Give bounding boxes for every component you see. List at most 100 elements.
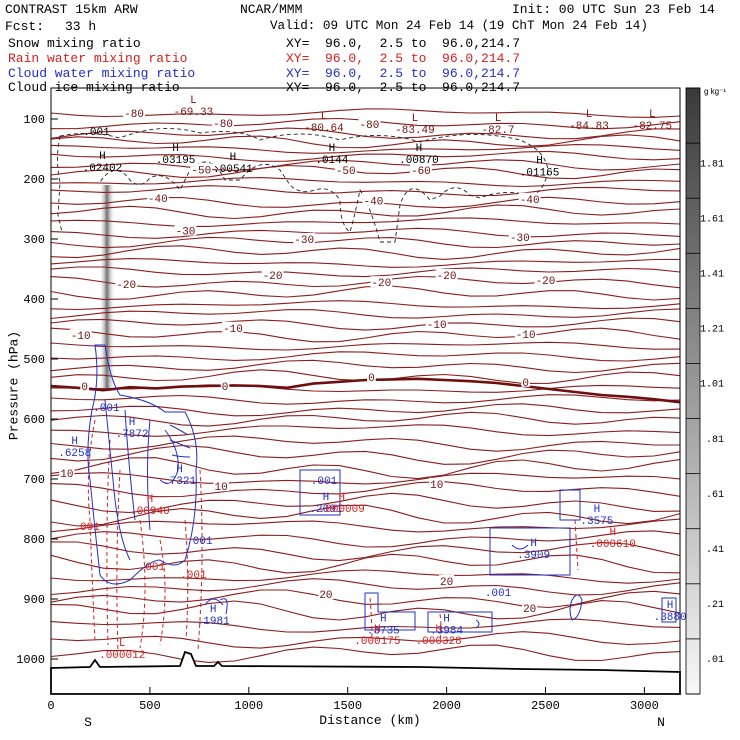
temperature-isotherm — [51, 217, 680, 227]
rain-water-contours — [87, 419, 579, 653]
colorbar-label: .01 — [706, 655, 724, 666]
cloud-water-contours — [87, 344, 677, 633]
high-marker: H — [172, 143, 179, 155]
temperature-isotherm — [51, 204, 680, 220]
temperature-label-bg — [367, 371, 376, 382]
temperature-isotherm — [51, 351, 680, 362]
extreme-value-label: .0144 — [315, 155, 348, 167]
extreme-value-label: -82.7 — [482, 125, 515, 137]
low-marker: L — [412, 113, 419, 125]
x-tick-label: 0 — [47, 699, 54, 713]
extreme-value-label: .3575 — [580, 516, 613, 528]
field-xy-cloud-water: XY= 96.0, 2.5 to 96.0,214.7 — [286, 66, 521, 81]
temperature-isotherm — [51, 144, 680, 154]
high-marker: H — [147, 494, 154, 506]
extreme-value-label: .3984 — [430, 625, 463, 637]
extreme-value-label: .6258 — [58, 448, 91, 460]
temperature-contour-label: -10 — [223, 324, 243, 336]
extreme-value-label: .7872 — [116, 429, 149, 441]
high-marker: H — [71, 436, 78, 448]
temperature-isotherm — [51, 164, 680, 180]
x-tick-label: 3000 — [630, 699, 659, 713]
colorbar-label: .81 — [706, 435, 724, 446]
colorbar-label: 1.01 — [700, 380, 724, 391]
temperature-label-bg — [438, 575, 455, 586]
high-marker: H — [380, 613, 387, 625]
x-tick-label: 2000 — [432, 699, 461, 713]
extreme-value-label: -83.49 — [395, 125, 435, 137]
temperature-label-bg — [213, 480, 229, 492]
contour-value-label: .001 — [186, 536, 213, 548]
contour-labels: -80 -80 -80 -60 -50 -50 -40 -40 -40 -30 -30 -30 -20 -… — [58, 95, 686, 662]
temperature-isotherm — [51, 227, 680, 239]
high-marker: H — [329, 143, 336, 155]
field-xy-rain: XY= 96.0, 2.5 to 96.0,214.7 — [286, 51, 521, 66]
temperature-isotherm — [51, 435, 680, 452]
temperature-label-bg — [222, 321, 244, 333]
y-tick-label: 300 — [23, 233, 45, 247]
high-marker: H — [210, 604, 217, 616]
temperature-isotherm — [51, 258, 680, 268]
temperature-contour-label: -40 — [148, 194, 168, 206]
temperature-contour-label: -20 — [371, 278, 391, 290]
extreme-value-label: -82.75 — [633, 121, 673, 133]
temperature-label-bg — [435, 269, 458, 280]
temperature-contour-label: 10 — [215, 482, 228, 494]
field-name-cloud-water: Cloud water mixing ratio — [8, 66, 196, 81]
x-tick-label: 1000 — [234, 699, 263, 713]
contour-value-label: .001 — [83, 127, 110, 139]
temperature-label-bg — [146, 192, 169, 204]
temperature-isotherm — [51, 300, 680, 311]
field-name-snow: Snow mixing ratio — [8, 36, 141, 51]
extreme-value-label: -69.33 — [174, 107, 214, 119]
temperature-label-bg — [59, 467, 75, 478]
temperature-contour-label: 0 — [368, 373, 375, 385]
colorbar-label: 1.81 — [700, 159, 724, 170]
temperature-contour-label: -60 — [411, 166, 431, 178]
y-tick-label: 200 — [23, 173, 45, 187]
temperature-isotherm — [51, 481, 680, 498]
temperature-isotherm — [51, 308, 680, 320]
x-tick-label: 2500 — [531, 699, 560, 713]
temperature-isotherm — [51, 457, 680, 480]
colorbar-label: .21 — [706, 600, 724, 611]
temperature-contours — [51, 108, 680, 663]
temperature-label-bg — [518, 192, 541, 204]
temperature-isotherm — [51, 644, 680, 663]
temperature-contour-label: -30 — [294, 235, 314, 247]
extreme-value-label: .3735 — [367, 625, 400, 637]
low-marker: L — [495, 113, 502, 125]
extreme-value-label: .2091 — [309, 504, 342, 516]
temperature-contour-label: -40 — [520, 195, 540, 207]
temperature-contour-label: 20 — [523, 604, 536, 616]
temperature-isotherm — [51, 266, 680, 278]
extreme-value-label: .000175 — [354, 636, 400, 648]
extreme-value-label: -80.64 — [304, 123, 344, 135]
extreme-value-label: .03195 — [156, 155, 196, 167]
temperature-contour-label: -50 — [336, 166, 356, 178]
contour-value-label: .001 — [139, 562, 166, 574]
temperature-contour-label: 10 — [60, 469, 73, 481]
contour-value-label: .001 — [93, 403, 120, 415]
x-tick-label: 500 — [139, 699, 161, 713]
temperature-isotherm — [51, 159, 680, 171]
surface-terrain — [50, 650, 681, 695]
temperature-isotherm — [51, 411, 680, 427]
temperature-isotherm — [51, 492, 680, 514]
low-marker: L — [190, 95, 197, 107]
high-marker: H — [536, 156, 543, 168]
temperature-label-bg — [370, 276, 393, 288]
low-marker: L — [321, 111, 328, 123]
contour-value-label: .001 — [311, 476, 338, 488]
temperature-label-bg — [174, 224, 197, 236]
temperature-isotherm — [51, 403, 680, 417]
temperature-label-bg — [425, 318, 448, 330]
colorbar-label: 1.61 — [700, 214, 724, 225]
temperature-isotherm — [51, 530, 680, 548]
temperature-label-bg — [358, 117, 381, 129]
high-marker: H — [176, 464, 183, 476]
x-tick-label: 1500 — [333, 699, 362, 713]
temperature-contour-label: -10 — [516, 330, 536, 342]
y-tick-label: 1000 — [16, 653, 45, 667]
y-tick-label: 400 — [23, 293, 45, 307]
